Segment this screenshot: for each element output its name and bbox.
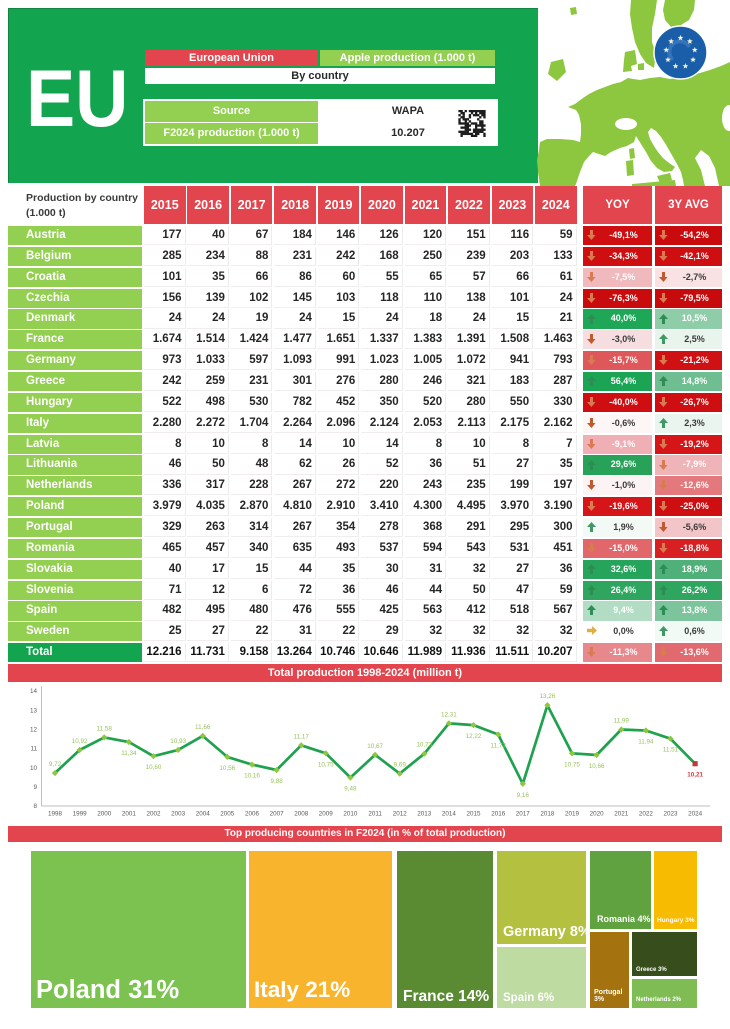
- svg-text:2004: 2004: [196, 811, 211, 818]
- svg-text:2012: 2012: [393, 811, 408, 818]
- svg-text:12: 12: [30, 727, 38, 734]
- svg-text:14: 14: [30, 688, 38, 695]
- svg-text:2001: 2001: [122, 811, 137, 818]
- svg-text:2022: 2022: [639, 811, 654, 818]
- svg-text:9,88: 9,88: [270, 778, 283, 785]
- svg-text:2013: 2013: [417, 811, 432, 818]
- svg-text:10: 10: [30, 765, 38, 772]
- svg-text:11: 11: [30, 746, 37, 753]
- svg-text:11,94: 11,94: [638, 739, 654, 746]
- svg-text:11,66: 11,66: [195, 724, 211, 731]
- svg-text:9,48: 9,48: [344, 786, 357, 793]
- svg-text:2006: 2006: [245, 811, 260, 818]
- svg-text:9,72: 9,72: [49, 761, 62, 768]
- svg-text:9: 9: [33, 784, 37, 791]
- svg-text:2008: 2008: [294, 811, 309, 818]
- svg-text:2023: 2023: [663, 811, 678, 818]
- svg-text:2011: 2011: [368, 811, 382, 818]
- svg-text:12,22: 12,22: [466, 733, 482, 740]
- svg-text:12,31: 12,31: [441, 711, 457, 718]
- svg-text:1998: 1998: [48, 811, 63, 818]
- svg-text:10,93: 10,93: [170, 738, 186, 745]
- svg-text:10,73: 10,73: [416, 742, 432, 749]
- svg-text:2000: 2000: [97, 811, 112, 818]
- svg-text:10,16: 10,16: [244, 773, 260, 780]
- svg-text:10,75: 10,75: [564, 761, 580, 768]
- svg-text:2007: 2007: [270, 811, 285, 818]
- svg-text:2010: 2010: [343, 811, 358, 818]
- svg-text:2024: 2024: [688, 811, 703, 818]
- svg-text:11,51: 11,51: [663, 747, 679, 754]
- svg-text:13: 13: [30, 707, 38, 714]
- svg-text:10,66: 10,66: [589, 763, 605, 770]
- svg-text:11,58: 11,58: [97, 725, 113, 732]
- svg-text:1999: 1999: [73, 811, 88, 818]
- svg-text:10,75: 10,75: [318, 761, 334, 768]
- svg-text:11,73: 11,73: [491, 743, 507, 750]
- svg-text:2015: 2015: [466, 811, 481, 818]
- svg-text:13,26: 13,26: [540, 693, 556, 700]
- svg-text:11,34: 11,34: [121, 750, 137, 757]
- svg-text:2002: 2002: [146, 811, 161, 818]
- svg-text:8: 8: [33, 803, 37, 810]
- svg-text:9,16: 9,16: [517, 792, 530, 799]
- svg-text:11,99: 11,99: [614, 718, 630, 725]
- svg-text:2016: 2016: [491, 811, 506, 818]
- svg-text:2009: 2009: [319, 811, 334, 818]
- svg-text:11,17: 11,17: [294, 733, 310, 740]
- svg-text:2014: 2014: [442, 811, 457, 818]
- svg-text:2021: 2021: [614, 811, 629, 818]
- svg-text:2019: 2019: [565, 811, 580, 818]
- svg-text:10,21: 10,21: [687, 772, 703, 779]
- svg-text:10,67: 10,67: [367, 743, 383, 750]
- svg-text:2017: 2017: [516, 811, 531, 818]
- svg-text:2003: 2003: [171, 811, 186, 818]
- svg-text:10,56: 10,56: [219, 765, 235, 772]
- svg-text:2020: 2020: [590, 811, 605, 818]
- svg-text:2005: 2005: [220, 811, 235, 818]
- svg-text:9,69: 9,69: [394, 762, 407, 769]
- svg-text:2018: 2018: [540, 811, 555, 818]
- svg-text:10,92: 10,92: [72, 738, 88, 745]
- svg-text:10,60: 10,60: [146, 764, 162, 771]
